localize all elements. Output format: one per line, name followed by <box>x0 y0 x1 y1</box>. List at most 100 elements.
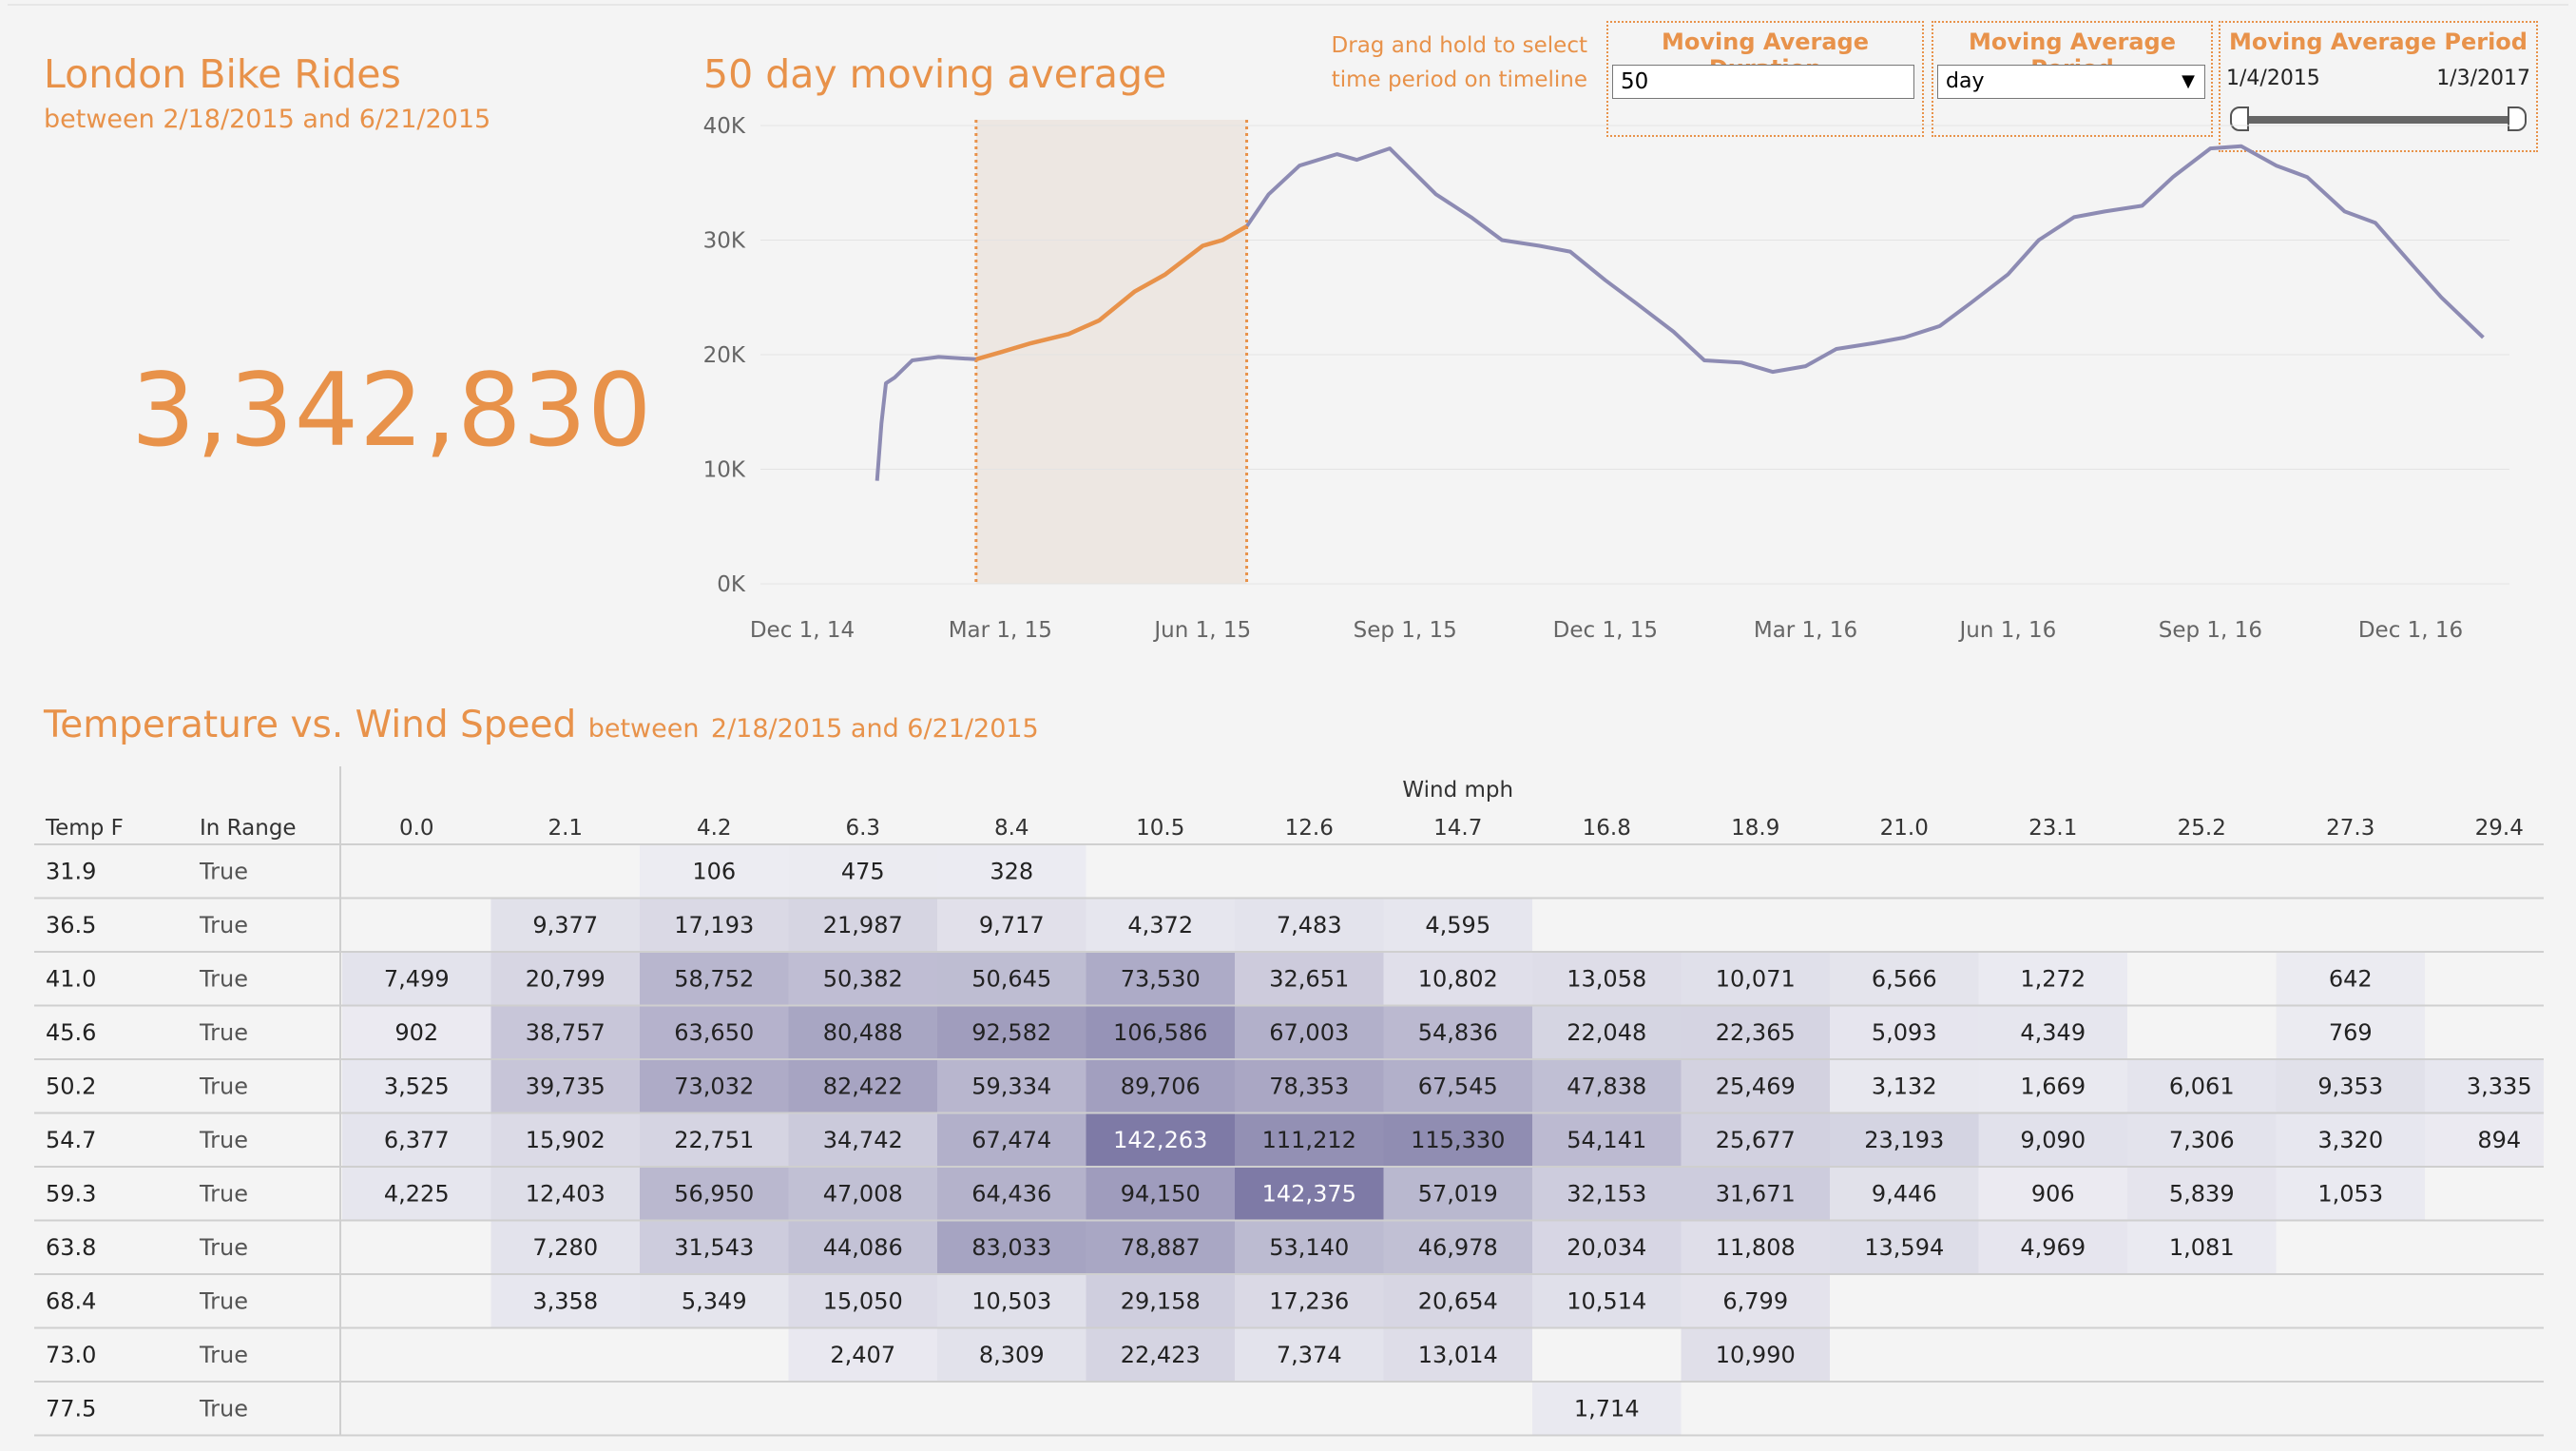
heatmap-cell[interactable] <box>1086 1328 1236 1382</box>
heatmap-cell[interactable] <box>640 1168 789 1220</box>
heatmap-cell[interactable] <box>1532 1113 1682 1167</box>
heatmap-cell[interactable] <box>1681 1060 1831 1112</box>
heatmap-cell[interactable] <box>1830 1168 1979 1220</box>
heatmap-cell[interactable] <box>1235 1060 1384 1112</box>
range-slider-track[interactable] <box>2240 116 2517 124</box>
heatmap-cell[interactable] <box>937 1113 1086 1167</box>
selected-line-segment[interactable] <box>975 224 1248 361</box>
heatmap-cell[interactable] <box>490 1168 641 1220</box>
heatmap-cell[interactable] <box>1086 1275 1236 1327</box>
heatmap-cell[interactable] <box>342 953 491 1005</box>
heatmap-cell[interactable] <box>1681 953 1831 1005</box>
heatmap-cell[interactable] <box>1235 1221 1384 1274</box>
heatmap-cell[interactable] <box>1978 953 2128 1005</box>
heatmap-cell[interactable] <box>2276 1168 2426 1220</box>
heatmap-cell[interactable] <box>1532 1168 1682 1220</box>
heatmap-cell[interactable] <box>2127 1168 2277 1220</box>
heatmap-cell[interactable] <box>788 1113 938 1167</box>
range-slider-right-handle[interactable] <box>2508 106 2527 131</box>
heatmap-cell[interactable] <box>1681 1168 1831 1220</box>
heatmap-cell[interactable] <box>937 1275 1086 1327</box>
heatmap-cell[interactable] <box>640 953 789 1005</box>
heatmap-cell[interactable] <box>788 1328 938 1382</box>
heatmap-cell[interactable] <box>2276 1113 2426 1167</box>
heatmap-cell[interactable] <box>2276 1006 2426 1059</box>
heatmap-cell[interactable] <box>788 899 938 952</box>
heatmap-cell[interactable] <box>2127 1113 2277 1167</box>
heatmap-cell[interactable] <box>1383 1221 1533 1274</box>
heatmap-cell[interactable] <box>640 1113 789 1167</box>
heatmap-cell[interactable] <box>937 845 1086 898</box>
heatmap-cell[interactable] <box>1235 1168 1384 1220</box>
heatmap-cell[interactable] <box>2276 953 2426 1005</box>
heatmap-cell[interactable] <box>1235 1006 1384 1059</box>
heatmap-cell[interactable] <box>640 1275 789 1327</box>
heatmap-cell[interactable] <box>1830 1113 1979 1167</box>
heatmap-cell[interactable] <box>1532 1275 1682 1327</box>
heatmap-cell[interactable] <box>1830 1221 1979 1274</box>
heatmap-cell[interactable] <box>1978 1060 2128 1112</box>
heatmap-cell[interactable] <box>1086 1221 1236 1274</box>
heatmap-cell[interactable] <box>1978 1006 2128 1059</box>
heatmap-cell[interactable] <box>640 1060 789 1112</box>
heatmap-cell[interactable] <box>1086 1060 1236 1112</box>
heatmap-cell[interactable] <box>1086 899 1236 952</box>
heatmap-cell[interactable] <box>1383 1060 1533 1112</box>
heatmap-cell[interactable] <box>640 899 789 952</box>
heatmap-cell[interactable] <box>2276 1060 2426 1112</box>
heatmap-cell[interactable] <box>490 899 641 952</box>
heatmap-cell[interactable] <box>1086 1168 1236 1220</box>
heatmap-cell[interactable] <box>490 1006 641 1059</box>
heatmap-cell[interactable] <box>342 1113 491 1167</box>
heatmap-cell[interactable] <box>1383 1328 1533 1382</box>
heatmap-cell[interactable] <box>1086 1113 1236 1167</box>
heatmap-cell[interactable] <box>490 1113 641 1167</box>
heatmap-cell[interactable] <box>1383 1113 1533 1167</box>
heatmap-cell[interactable] <box>788 1006 938 1059</box>
heatmap-cell[interactable] <box>342 1060 491 1112</box>
heatmap-cell[interactable] <box>342 1006 491 1059</box>
selection-band[interactable] <box>975 120 1247 584</box>
heatmap-cell[interactable] <box>2127 1221 2277 1274</box>
heatmap-cell[interactable] <box>1532 1221 1682 1274</box>
heatmap-cell[interactable] <box>937 953 1086 1005</box>
heatmap-cell[interactable] <box>1681 1328 1831 1382</box>
heatmap-cell[interactable] <box>788 1275 938 1327</box>
heatmap-cell[interactable] <box>2127 1060 2277 1112</box>
heatmap-cell[interactable] <box>1830 1006 1979 1059</box>
heatmap-cell[interactable] <box>640 1221 789 1274</box>
heatmap-cell[interactable] <box>1383 899 1533 952</box>
heatmap-cell[interactable] <box>788 953 938 1005</box>
heatmap-cell[interactable] <box>1235 899 1384 952</box>
heatmap-cell[interactable] <box>1383 953 1533 1005</box>
heatmap-cell[interactable] <box>1532 953 1682 1005</box>
heatmap-cell[interactable] <box>342 1168 491 1220</box>
heatmap-cell[interactable] <box>788 1060 938 1112</box>
heatmap-cell[interactable] <box>937 1168 1086 1220</box>
heatmap-cell[interactable] <box>640 845 789 898</box>
heatmap-cell[interactable] <box>1532 1060 1682 1112</box>
heatmap-cell[interactable] <box>1532 1006 1682 1059</box>
heatmap-cell[interactable] <box>1235 1113 1384 1167</box>
heatmap-cell[interactable] <box>1235 953 1384 1005</box>
heatmap-cell[interactable] <box>1681 1221 1831 1274</box>
heatmap-cell[interactable] <box>937 1328 1086 1382</box>
heatmap-cell[interactable] <box>1235 1275 1384 1327</box>
heatmap-cell[interactable] <box>1681 1113 1831 1167</box>
heatmap-cell[interactable] <box>640 1006 789 1059</box>
heatmap-cell[interactable] <box>1383 1275 1533 1327</box>
heatmap-cell[interactable] <box>490 1275 641 1327</box>
heatmap-cell[interactable] <box>1235 1328 1384 1382</box>
heatmap-cell[interactable] <box>788 1168 938 1220</box>
heatmap-cell[interactable] <box>490 1060 641 1112</box>
heatmap-cell[interactable] <box>1086 953 1236 1005</box>
heatmap-cell[interactable] <box>1532 1383 1682 1435</box>
heatmap-cell[interactable] <box>937 1221 1086 1274</box>
moving-average-chart[interactable]: 0K 10K 20K 30K 40K Dec 1, 14 Mar 1, 15 Jun 1, 1… <box>684 105 2528 666</box>
heatmap-cell[interactable] <box>1978 1221 2128 1274</box>
heatmap-cell[interactable] <box>937 899 1086 952</box>
heatmap-cell[interactable] <box>1383 1168 1533 1220</box>
heatmap-cell[interactable] <box>1383 1006 1533 1059</box>
period-select[interactable]: day ▼ <box>1937 65 2205 99</box>
heatmap-cell[interactable] <box>1681 1275 1831 1327</box>
